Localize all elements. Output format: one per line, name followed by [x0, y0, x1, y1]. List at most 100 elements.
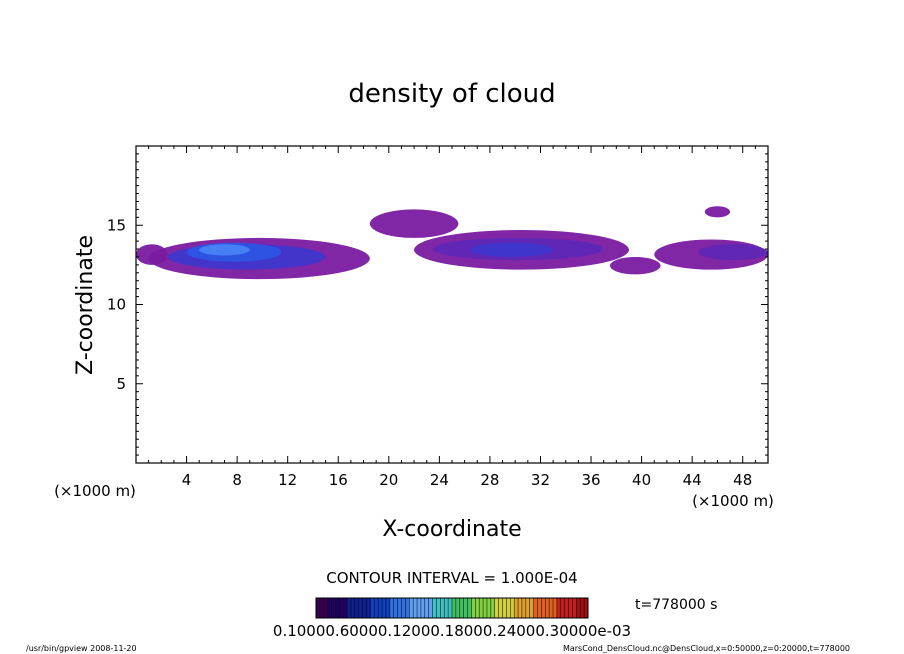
colorbar-cell	[518, 598, 523, 618]
colorbar-tick-labels: 0.10000.60000.12000.18000.24000.30000e-0…	[273, 622, 631, 640]
x-tick-label: 16	[329, 471, 348, 489]
x-tick-label: 12	[278, 471, 297, 489]
colorbar-cell	[479, 598, 484, 618]
x-tick-label: 28	[480, 471, 499, 489]
colorbar-cell	[475, 598, 480, 618]
colorbar-cell	[413, 598, 418, 618]
colorbar-cell	[339, 598, 344, 618]
colorbar-cell	[343, 598, 348, 618]
x-axis: 4 8 12 16 20 24 28 32 36 40 44 48	[148, 146, 756, 489]
x-tick-label: 48	[733, 471, 752, 489]
colorbar-cell	[541, 598, 546, 618]
colorbar-cell	[560, 598, 565, 618]
colorbar-cell	[471, 598, 476, 618]
time-label: t=778000 s	[635, 597, 717, 613]
colorbar-cell	[347, 598, 352, 618]
chart-title: density of cloud	[348, 79, 555, 109]
colorbar-cell	[385, 598, 391, 618]
colorbar-cell	[510, 598, 515, 618]
colorbar-cell	[572, 598, 577, 618]
colorbar-cell	[459, 598, 464, 618]
x-unit-label-left: (×1000 m)	[54, 482, 136, 500]
cloud-region	[698, 244, 768, 261]
x-tick-label: 4	[182, 471, 192, 489]
colorbar-cell	[370, 598, 375, 618]
colorbar-cell	[494, 598, 499, 618]
colorbar-cell	[362, 598, 367, 618]
colorbar-cell	[483, 598, 488, 618]
colorbar-cell	[568, 598, 573, 618]
colorbar-cell	[455, 598, 461, 618]
colorbar-cell	[436, 598, 441, 618]
x-unit-label-right: (×1000 m)	[692, 492, 774, 510]
x-tick-label: 24	[430, 471, 449, 489]
colorbar-cell	[556, 598, 562, 618]
colorbar-cell	[463, 598, 468, 618]
colorbar-cell	[584, 598, 589, 618]
x-tick-label: 44	[683, 471, 702, 489]
colorbar-cell	[525, 598, 531, 618]
colorbar-cell	[378, 598, 383, 618]
colorbar-cell	[397, 598, 402, 618]
colorbar-cell	[564, 598, 569, 618]
footer-left: /usr/bin/gpview 2008-11-20	[26, 644, 137, 653]
y-axis: 5 10 15	[107, 153, 768, 456]
colorbar-cell	[331, 598, 336, 618]
cloud-density-field	[136, 206, 768, 280]
colorbar-cell	[553, 598, 558, 618]
colorbar-cell	[401, 598, 406, 618]
colorbar-cell	[545, 598, 550, 618]
colorbar-cell	[393, 598, 398, 618]
colorbar-cell	[498, 598, 503, 618]
footer-right: MarsCond_DensCloud.nc@DensCloud,x=0:5000…	[563, 644, 850, 653]
colorbar-cell	[444, 598, 449, 618]
colorbar-cell	[529, 598, 534, 618]
x-tick-label: 32	[531, 471, 550, 489]
contour-interval-label: CONTOUR INTERVAL = 1.000E-04	[326, 569, 577, 587]
colorbar-cell	[448, 598, 453, 618]
plot-frame	[135, 145, 769, 464]
y-tick-label: 15	[107, 216, 126, 234]
cloud-region	[199, 244, 250, 256]
colorbar-cell	[374, 598, 379, 618]
colorbar-cell	[549, 598, 554, 618]
x-tick-label: 20	[379, 471, 398, 489]
x-axis-label: X-coordinate	[382, 517, 521, 542]
colorbar-cell	[316, 598, 321, 618]
colorbar-cell	[358, 598, 363, 618]
cloud-region	[704, 206, 731, 218]
colorbar-cell	[405, 598, 410, 618]
colorbar-cell	[490, 598, 496, 618]
colorbar-cell	[417, 598, 422, 618]
colorbar-cell	[486, 598, 492, 618]
colorbar-cell	[537, 598, 542, 618]
colorbar-cell	[420, 598, 426, 618]
x-tick-label: 36	[581, 471, 600, 489]
colorbar-cell	[452, 598, 457, 618]
colorbar-cell	[576, 598, 581, 618]
colorbar-cell	[432, 598, 437, 618]
colorbar-cell	[354, 598, 360, 618]
colorbar-cell	[440, 598, 445, 618]
colorbar-cell	[521, 598, 527, 618]
colorbar-cell	[335, 598, 340, 618]
colorbar-cell	[389, 598, 395, 618]
y-tick-label: 5	[116, 375, 126, 393]
cloud-region	[369, 209, 459, 238]
colorbar-cell	[506, 598, 511, 618]
colorbar-cell	[428, 598, 433, 618]
x-tick-label: 40	[632, 471, 651, 489]
y-tick-label: 10	[107, 296, 126, 314]
cloud-region	[610, 256, 661, 275]
colorbar-cell	[409, 598, 414, 618]
colorbar-cell	[319, 598, 325, 618]
colorbar-cell	[382, 598, 387, 618]
colorbar-frame	[315, 597, 589, 619]
colorbar	[315, 598, 589, 618]
colorbar-cell	[327, 598, 332, 618]
colorbar-cell	[323, 598, 328, 618]
x-tick-label: 8	[232, 471, 242, 489]
colorbar-cell	[424, 598, 429, 618]
y-axis-label: Z-coordinate	[73, 235, 98, 375]
